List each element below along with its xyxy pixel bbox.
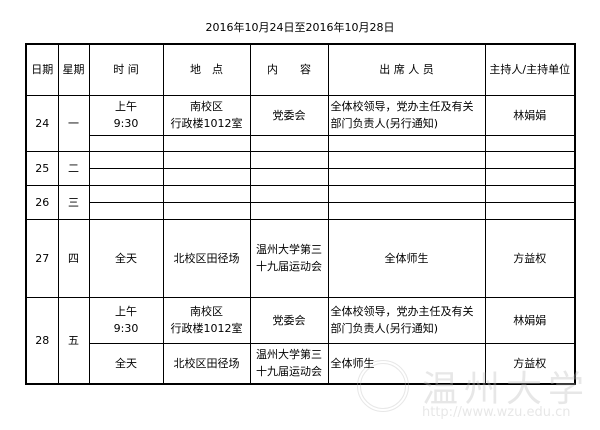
table-row: 27 四 全天 北校区田径场 温州大学第三十九届运动会 全体师生 方益权 xyxy=(25,218,576,298)
weekday-cell: 三 xyxy=(57,184,90,220)
host-cell: 林娟娟 xyxy=(484,94,576,136)
header-weekday: 星期 xyxy=(57,43,90,96)
host-cell: 林娟娟 xyxy=(484,296,576,344)
content-cell: 温州大学第三十九届运动会 xyxy=(249,218,329,298)
header-time: 时 间 xyxy=(88,43,164,96)
watermark-url: http://www.wzu.edu.cn xyxy=(422,405,571,420)
place-cell: 北校区田径场 xyxy=(162,342,251,385)
attendees-cell: 全体校领导，党办主任及有关部门负责人(另行通知) xyxy=(327,94,486,136)
attendees-cell: 全体校领导，党办主任及有关部门负责人(另行通知) xyxy=(327,296,486,344)
table-row xyxy=(26,201,576,220)
date-cell: 28 xyxy=(25,296,59,385)
place-cell: 南校区 行政楼1012室 xyxy=(162,296,251,344)
table-row: 25 二 xyxy=(25,150,576,186)
schedule-title: 2016年10月24日至2016年10月28日 xyxy=(205,21,395,34)
header-date: 日期 xyxy=(25,43,59,96)
schedule-table: 日期 星期 时 间 地 点 内 容 出 席 人 员 主持人/主持单位 24 一 … xyxy=(25,43,576,385)
host-cell: 方益权 xyxy=(484,218,576,298)
attendees-cell: 全体师生 xyxy=(327,218,486,298)
content-cell: 党委会 xyxy=(249,94,329,136)
weekday-cell: 二 xyxy=(57,150,90,186)
time-cell: 全天 xyxy=(88,342,164,385)
date-cell: 26 xyxy=(25,184,59,220)
header-host: 主持人/主持单位 xyxy=(484,43,576,96)
place-cell: 南校区 行政楼1012室 xyxy=(162,94,251,136)
header-place: 地 点 xyxy=(162,43,251,96)
date-cell: 27 xyxy=(25,218,59,298)
weekday-cell: 五 xyxy=(57,296,90,385)
table-row xyxy=(26,134,576,152)
table-row xyxy=(26,167,576,186)
header-attendees: 出 席 人 员 xyxy=(327,43,486,96)
host-cell: 方益权 xyxy=(484,342,576,385)
place-cell: 北校区田径场 xyxy=(162,218,251,298)
header-row: 日期 星期 时 间 地 点 内 容 出 席 人 员 主持人/主持单位 xyxy=(25,43,576,96)
date-cell: 25 xyxy=(25,150,59,186)
weekday-cell: 四 xyxy=(57,218,90,298)
time-cell: 全天 xyxy=(88,218,164,298)
attendees-cell: 全体师生 xyxy=(327,342,486,385)
header-content: 内 容 xyxy=(249,43,329,96)
time-cell: 上午 9:30 xyxy=(88,94,164,136)
time-cell: 上午 9:30 xyxy=(88,296,164,344)
table-row: 26 三 xyxy=(25,184,576,220)
table-row: 24 一 上午 9:30 南校区 行政楼1012室 党委会 全体校领导，党办主任及有… xyxy=(25,94,576,152)
weekday-cell: 一 xyxy=(57,94,90,152)
content-cell: 党委会 xyxy=(249,296,329,344)
date-cell: 24 xyxy=(25,94,59,152)
content-cell: 温州大学第三十九届运动会 xyxy=(249,342,329,385)
table-row: 28 五 上午 9:30 南校区 行政楼1012室 党委会 全体校领导，党办主任及有… xyxy=(25,296,576,385)
table-row: 全天 北校区田径场 温州大学第三十九届运动会 全体师生 方益权 xyxy=(26,342,576,385)
